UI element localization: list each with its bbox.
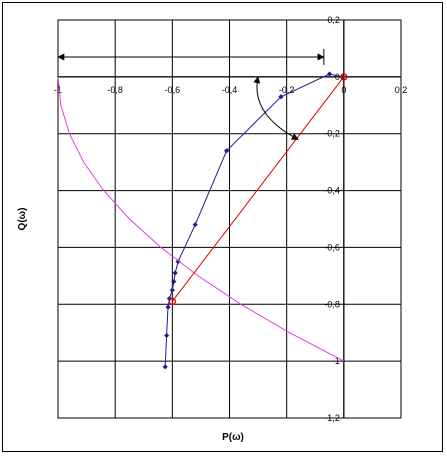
x-tick-label: -1 xyxy=(54,85,62,95)
data-point xyxy=(171,278,177,285)
annotations xyxy=(57,48,325,140)
chart-canvas: -1 -0,8 -0,6 -0,4 -0,2 0 0,2 0,2 0 -0,2 -0,4 -0,6 -0… xyxy=(17,15,408,443)
y-tick-label: -1,2 xyxy=(324,413,340,423)
data-point xyxy=(165,304,171,310)
y-tick-label: 0,2 xyxy=(327,15,340,25)
curved-arrow xyxy=(253,76,299,140)
x-tick-label: -0,8 xyxy=(107,85,123,95)
data-point xyxy=(224,148,230,154)
series-line-2 xyxy=(171,76,345,302)
x-tick-label: 0,2 xyxy=(395,85,408,95)
x-tick-label: 0 xyxy=(341,85,346,95)
y-axis-label: Q(ω) xyxy=(17,208,28,231)
y-tick-label: -1 xyxy=(332,356,340,366)
y-tick-label: -0,4 xyxy=(324,186,340,196)
data-point xyxy=(164,332,170,339)
data-point xyxy=(162,364,168,370)
x-axis-label: P(ω) xyxy=(222,432,244,443)
highlight-marker xyxy=(340,73,348,81)
y-tick-label: -0,2 xyxy=(324,129,340,139)
x-tick-label: -0,4 xyxy=(222,85,238,95)
data-point xyxy=(166,296,173,302)
chart-frame: -1 -0,8 -0,6 -0,4 -0,2 0 0,2 0,2 0 -0,2 -0,4 -0,6 -0… xyxy=(2,2,443,452)
series-line-1 xyxy=(57,76,345,362)
y-tick-label: 0 xyxy=(335,72,340,82)
y-tick-label: -0,6 xyxy=(324,242,340,252)
y-tick-label: -0,8 xyxy=(324,299,340,309)
data-point xyxy=(326,71,333,77)
highlight-marker xyxy=(168,297,176,306)
x-tick-label: -0,2 xyxy=(279,85,295,95)
data-point xyxy=(175,259,181,265)
x-tick-label: -0,6 xyxy=(165,85,181,95)
data-point xyxy=(192,222,198,228)
data-point xyxy=(172,270,178,276)
data-point xyxy=(169,287,175,293)
